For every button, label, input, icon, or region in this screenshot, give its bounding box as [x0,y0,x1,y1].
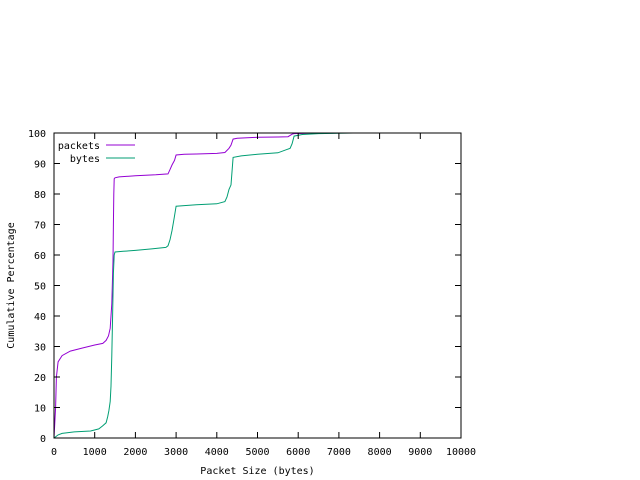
x-tick-label: 8000 [368,447,392,458]
y-tick-label: 50 [34,282,46,293]
x-tick-label: 1000 [83,447,107,458]
y-tick-label: 20 [34,373,46,384]
legend-label-bytes: bytes [70,154,100,165]
y-tick-label: 60 [34,251,46,262]
axis-ticks [53,132,462,439]
series-line-packets [53,132,354,439]
tick-labels: 0 1000 2000 3000 4000 5000 6000 7000 8000 9000 100… [28,129,476,458]
plot-frame [53,132,462,439]
x-tick-label: 5000 [245,447,269,458]
x-tick-label: 7000 [327,447,351,458]
series-line-bytes [53,132,354,439]
x-tick-label: 4000 [205,447,229,458]
y-tick-label: 100 [28,129,46,140]
x-tick-label: 2000 [123,447,147,458]
x-tick-label: 0 [51,447,57,458]
y-tick-label: 40 [34,312,46,323]
x-tick-label: 3000 [164,447,188,458]
y-tick-label: 0 [40,434,46,445]
x-tick-label: 9000 [408,447,432,458]
y-tick-label: 10 [34,404,46,415]
x-tick-label: 10000 [446,447,476,458]
y-tick-label: 70 [34,221,46,232]
legend-label-packets: packets [58,141,100,152]
x-axis-label: Packet Size (bytes) [200,466,314,477]
x-tick-label: 6000 [286,447,310,458]
y-tick-label: 30 [34,343,46,354]
y-tick-label: 90 [34,160,46,171]
y-tick-label: 80 [34,190,46,201]
legend: packets bytes [58,141,135,165]
y-axis-label: Cumulative Percentage [6,222,17,348]
plot-lines [53,132,354,439]
